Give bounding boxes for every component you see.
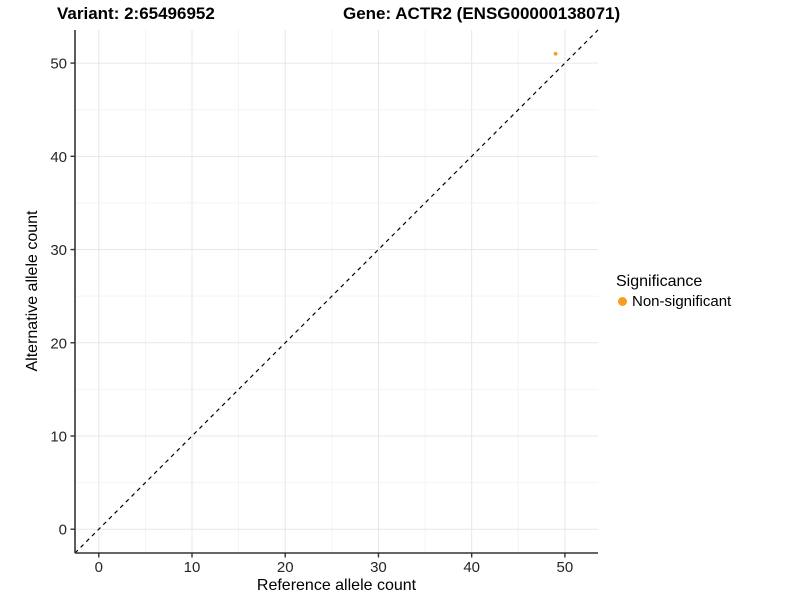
x-tick-label: 20 [277, 559, 294, 576]
identity-reference-line [74, 29, 599, 554]
x-tick-label: 40 [463, 559, 480, 576]
y-tick-label: 0 [59, 522, 67, 539]
y-tick-label: 40 [50, 149, 67, 166]
x-tick-label: 0 [95, 559, 103, 576]
x-axis-title: Reference allele count [256, 577, 417, 594]
plot-title-variant: Variant: 2:65496952 [57, 4, 215, 23]
plot-title-gene: Gene: ACTR2 (ENSG00000138071) [343, 4, 621, 23]
y-tick-label: 20 [50, 335, 67, 352]
legend-item-label: Non-significant [632, 293, 732, 310]
y-tick-label: 50 [50, 56, 67, 73]
y-tick-label: 10 [50, 429, 67, 446]
x-tick-label: 30 [370, 559, 387, 576]
y-tick-label: 30 [50, 242, 67, 259]
legend-title: Significance [616, 273, 703, 290]
legend-point-marker [618, 297, 627, 306]
x-tick-label: 10 [184, 559, 201, 576]
y-axis-title: Alternative allele count [24, 210, 41, 372]
legend: Significance Non-significant [616, 272, 731, 311]
x-tick-label: 50 [557, 559, 574, 576]
legend-item-non-significant: Non-significant [616, 292, 731, 311]
data-point [553, 51, 558, 56]
